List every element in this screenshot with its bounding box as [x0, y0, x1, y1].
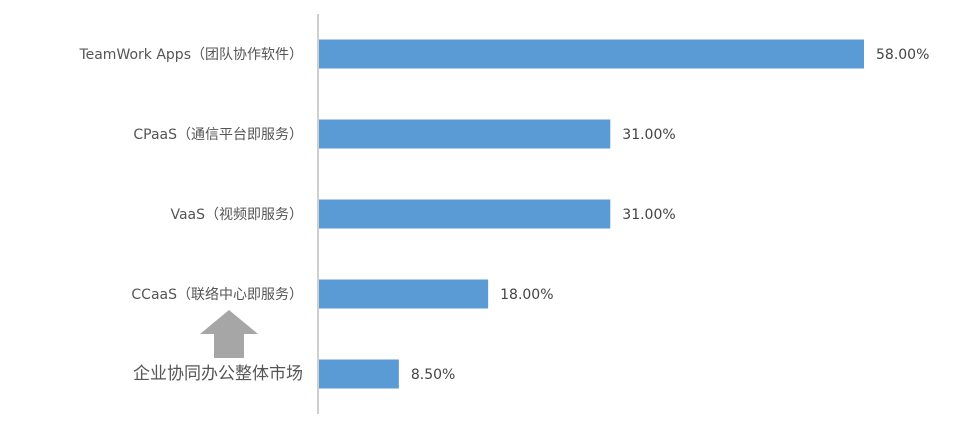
bar-2: [319, 199, 611, 229]
value-label-0: 58.00%: [876, 47, 929, 63]
bars-layer: [319, 39, 864, 389]
labels-layer: TeamWork Apps（团队协作软件） 58.00% CPaaS（通信平台即服务…: [78, 47, 929, 384]
up-arrow-icon: [200, 310, 258, 358]
value-label-2: 31.00%: [622, 207, 675, 223]
bar-0: [319, 39, 864, 69]
value-label-3: 18.00%: [500, 287, 553, 303]
category-label-1: CPaaS（通信平台即服务）: [133, 127, 303, 143]
category-label-0: TeamWork Apps（团队协作软件）: [78, 47, 303, 63]
value-label-4: 8.50%: [411, 367, 455, 383]
category-label-3: CCaaS（联络中心即服务）: [131, 287, 303, 303]
category-label-2: VaaS（视频即服务）: [170, 207, 303, 223]
bar-4: [319, 359, 399, 389]
category-label-4: 企业协同办公整体市场: [133, 364, 303, 384]
bar-1: [319, 119, 611, 149]
value-label-1: 31.00%: [622, 127, 675, 143]
bar-3: [319, 279, 489, 309]
